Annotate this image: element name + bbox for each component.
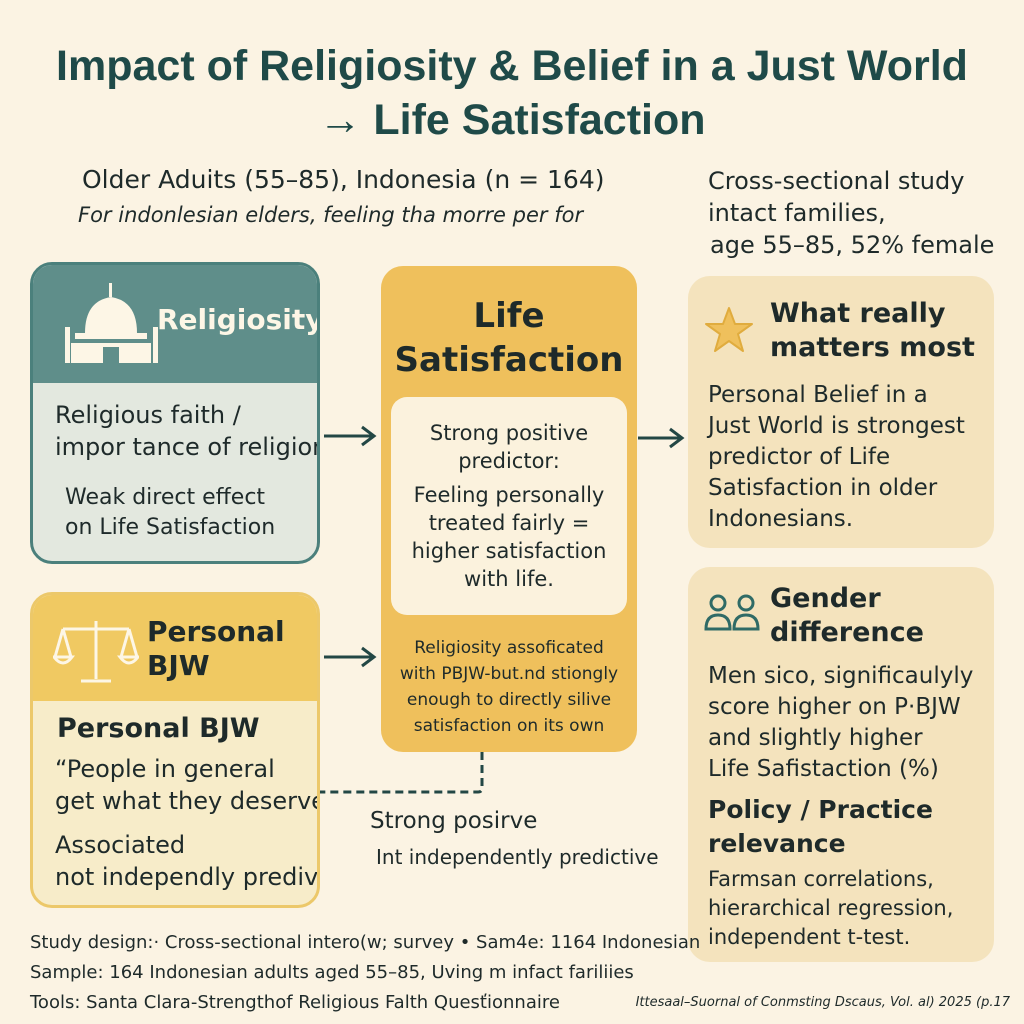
gender-body: Men sico, significaulyly (708, 663, 974, 689)
mosque-icon (65, 283, 158, 363)
intro-text: For indonlesian elders, feeling tha morr… (78, 203, 584, 227)
religiosity-heading: Religiosity (157, 303, 320, 336)
study-note: Cross-sectional study intact families, a… (708, 165, 994, 261)
predictor-description: Feeling personally (413, 483, 605, 507)
religiosity-link-note: with PBJW-but.nd stiongly (399, 664, 619, 684)
religiosity-header: Religiosity (33, 265, 317, 383)
what-matters-body: Just World is strongest (708, 413, 965, 439)
footer-citation: Ittesaal–Suornal of Conmsting Dscaus, Vo… (635, 995, 1010, 1010)
gender-body: Life Safistaction (%) (708, 756, 939, 782)
life-satisfaction-detail: Strong positive predictor: Feeling perso… (391, 397, 627, 615)
what-matters-body: Indonesians. (708, 506, 854, 532)
dashed-connector (320, 752, 484, 794)
what-matters-heading: What really (770, 298, 946, 329)
arrow-life-satisfaction-to-what-matters (638, 427, 685, 449)
sample-description: Older Aduits (55–85), Indonesia (n = 164… (82, 165, 605, 194)
predictor-description: higher satisfaction (411, 539, 607, 563)
policy-body: Farmsan correlations, (708, 867, 934, 891)
what-matters-card: What really matters most Personal Belief… (688, 276, 994, 548)
people-icon (704, 594, 760, 631)
gender-heading: Gender (770, 583, 881, 614)
personal-bjw-subheading: Personal BJW (57, 713, 260, 744)
religiosity-effect: Weak direct effect (65, 485, 266, 510)
what-matters-heading: matters most (770, 332, 975, 363)
personal-bjw-note: Associated (55, 831, 186, 859)
religiosity-card: Religiosity Religious faith / impor tanc… (30, 262, 320, 564)
policy-heading: relevance (708, 829, 846, 858)
connector-sublabel: Int independently predictive (376, 845, 659, 869)
religiosity-subheading: impor tance of religion (55, 433, 320, 461)
personal-bjw-card: Personal BJW Personal BJW “People in gen… (30, 592, 320, 908)
star-icon (705, 307, 753, 352)
footer-sample: Sample: 164 Indonesian adults aged 55–85… (30, 962, 634, 983)
policy-body: independent t-test. (708, 925, 911, 949)
predictor-label: predictor: (458, 449, 560, 473)
life-satisfaction-heading: Life (473, 296, 545, 336)
predictor-label: Strong positive (429, 421, 589, 445)
predictor-description: treated fairly = (428, 511, 590, 535)
personal-bjw-quote: get what they deserve.” (55, 787, 320, 815)
footer-design: Study design:· Cross-sectional intero(w;… (30, 932, 701, 953)
study-note-line: age 55–85, 52% female (710, 231, 995, 259)
footer-tools: Tools: Santa Clara-Strengthof Religious … (30, 992, 560, 1013)
religiosity-link-note: Religiosity assoficated (414, 638, 604, 658)
what-matters-body: predictor of Life (708, 444, 891, 470)
religiosity-subheading: Religious faith / (55, 401, 241, 429)
gender-heading: difference (770, 617, 924, 648)
life-satisfaction-heading: Satisfaction (394, 340, 624, 380)
title-line-1: Impact of Religiosity & Belief in a Just… (56, 42, 968, 90)
personal-bjw-header: Personal BJW (33, 595, 317, 701)
study-note-line: Cross-sectional study (708, 167, 965, 195)
personal-bjw-note: not independly prediv. (55, 863, 320, 891)
predictor-description: with life. (464, 567, 554, 591)
policy-heading: Policy / Practice (708, 795, 933, 824)
gender-card: Gender difference Men sico, significauly… (688, 567, 994, 962)
gender-body: score higher on P·BJW (708, 694, 961, 720)
personal-bjw-quote: “People in general (55, 755, 275, 783)
religiosity-effect: on Life Satisfaction (65, 515, 276, 540)
religiosity-link-note: satisfaction on its own (413, 716, 605, 736)
religiosity-link-note: enough to directly silive (406, 690, 612, 710)
what-matters-body: Satisfaction in older (708, 475, 938, 501)
arrow-personal-bjw-to-life-satisfaction (324, 646, 377, 668)
study-note-line: intact families, (708, 199, 886, 227)
personal-bjw-heading: Personal (147, 615, 285, 648)
title-line-2: → Life Satisfaction (318, 96, 706, 144)
what-matters-body: Personal Belief in a (708, 382, 928, 408)
personal-bjw-heading: BJW (147, 649, 210, 682)
arrow-religiosity-to-life-satisfaction (324, 425, 377, 447)
gender-body: and slightly higher (708, 725, 923, 751)
policy-body: hierarchical regression, (708, 896, 954, 920)
life-satisfaction-card: Life Satisfaction Strong positive predic… (381, 266, 637, 752)
connector-label: Strong posirve (370, 808, 538, 834)
scales-icon (53, 621, 139, 683)
